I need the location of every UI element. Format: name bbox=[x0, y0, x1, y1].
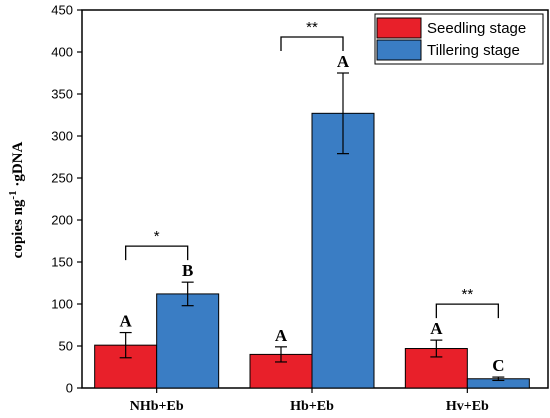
significance-letter: B bbox=[182, 261, 193, 280]
bars bbox=[94, 72, 530, 389]
legend-swatch bbox=[376, 39, 422, 61]
x-tick-label: Hb+Eb bbox=[290, 399, 334, 414]
y-tick-label: 300 bbox=[51, 129, 73, 144]
bar-0 bbox=[94, 344, 158, 389]
significance-letter: A bbox=[430, 319, 443, 338]
legend: Seedling stage Tillering stage bbox=[374, 13, 544, 65]
significance-marker: ** bbox=[306, 19, 318, 36]
significance-bracket bbox=[125, 245, 189, 261]
legend-label: Tillering stage bbox=[427, 42, 520, 59]
y-tick-label: 50 bbox=[59, 339, 73, 354]
y-tick-label: 250 bbox=[51, 171, 73, 186]
significance-letter: A bbox=[120, 312, 133, 331]
x-tick-label: Hv+Eb bbox=[446, 399, 489, 414]
bar-1 bbox=[156, 293, 220, 389]
significance-letter: A bbox=[337, 52, 350, 71]
y-tick-label: 450 bbox=[51, 3, 73, 18]
significance-bracket bbox=[435, 303, 499, 319]
x-tick-label: NHb+Eb bbox=[130, 399, 184, 414]
y-tick-label: 100 bbox=[51, 297, 73, 312]
significance-letter: C bbox=[492, 356, 504, 375]
y-tick-label: 150 bbox=[51, 255, 73, 270]
annotations: A B * A A ** A C ** bbox=[120, 19, 505, 375]
significance-bracket bbox=[280, 36, 344, 51]
significance-letter: A bbox=[275, 326, 288, 345]
y-tick-label: 0 bbox=[66, 381, 73, 396]
y-tick-label: 400 bbox=[51, 45, 73, 60]
bar-1 bbox=[311, 112, 375, 389]
significance-marker: ** bbox=[461, 286, 473, 303]
legend-swatch bbox=[376, 17, 422, 39]
y-tick-label: 200 bbox=[51, 213, 73, 228]
significance-marker: * bbox=[154, 228, 160, 245]
y-axis-label: copies ng-1 ·gDNA bbox=[7, 141, 26, 258]
y-tick-label: 350 bbox=[51, 87, 73, 102]
legend-label: Seedling stage bbox=[427, 20, 526, 37]
